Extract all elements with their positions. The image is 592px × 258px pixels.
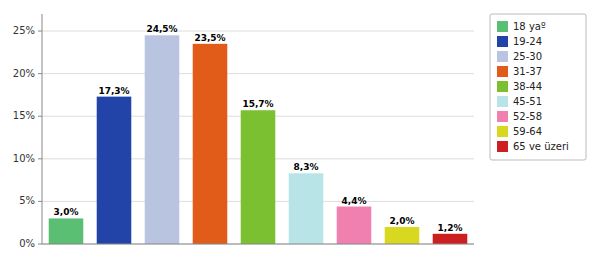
legend-swatch	[497, 81, 508, 92]
bar	[289, 173, 324, 244]
bar	[241, 110, 276, 244]
y-tick	[38, 31, 42, 32]
grid-line	[42, 31, 474, 32]
y-tick-label: 5%	[19, 195, 35, 206]
y-axis-line	[42, 14, 43, 244]
legend-label: 65 ve üzeri	[513, 141, 569, 152]
data-label: 24,5%	[146, 24, 177, 34]
data-label: 17,3%	[98, 86, 129, 96]
bar	[433, 234, 468, 244]
legend-swatch	[497, 96, 508, 107]
grid	[42, 31, 474, 244]
data-label: 3,0%	[54, 207, 79, 217]
legend-label: 59-64	[513, 126, 542, 137]
y-tick	[38, 158, 42, 159]
legend: 18 yaº 19-24 25-30 31-37 38-44 45-51 52-58 59-6…	[490, 14, 586, 160]
y-tick	[38, 116, 42, 117]
legend-label: 18 yaº	[513, 21, 546, 32]
bar	[193, 44, 228, 244]
legend-label: 45-51	[513, 96, 542, 107]
data-label: 8,3%	[294, 162, 319, 172]
legend-swatch	[497, 111, 508, 122]
bar	[97, 97, 132, 244]
grid-line	[42, 73, 474, 74]
data-label: 4,4%	[342, 196, 367, 206]
legend-swatch	[497, 66, 508, 77]
bar	[385, 227, 420, 244]
legend-label: 38-44	[513, 81, 542, 92]
chart-container: 0% 5% 10% 15% 20% 25% 3,0% 17,3% 24,5% 23,5% 15,7%…	[0, 0, 592, 258]
legend-swatch	[497, 21, 508, 32]
y-tick-label: 0%	[19, 238, 35, 249]
legend-frame	[490, 14, 586, 160]
x-axis-line	[42, 244, 474, 245]
y-tick	[38, 201, 42, 202]
data-label: 2,0%	[390, 216, 415, 226]
grid-line	[42, 244, 474, 245]
chart-svg: 0% 5% 10% 15% 20% 25% 3,0% 17,3% 24,5% 23,5% 15,7%…	[0, 0, 592, 258]
y-tick-label: 15%	[13, 110, 35, 121]
legend-label: 31-37	[513, 66, 542, 77]
data-label: 23,5%	[194, 33, 225, 43]
y-tick-label: 10%	[13, 153, 35, 164]
data-label: 15,7%	[242, 99, 273, 109]
bar	[145, 35, 180, 244]
legend-swatch	[497, 141, 508, 152]
bar	[49, 218, 84, 244]
bar	[337, 207, 372, 244]
y-tick	[38, 244, 42, 245]
y-tick-label: 25%	[13, 25, 35, 36]
legend-swatch	[497, 126, 508, 137]
legend-label: 25-30	[513, 51, 542, 62]
data-label: 1,2%	[438, 223, 463, 233]
legend-label: 19-24	[513, 36, 542, 47]
y-tick-label: 20%	[13, 68, 35, 79]
legend-swatch	[497, 36, 508, 47]
bars	[49, 35, 468, 244]
legend-label: 52-58	[513, 111, 542, 122]
y-tick	[38, 73, 42, 74]
legend-swatch	[497, 51, 508, 62]
